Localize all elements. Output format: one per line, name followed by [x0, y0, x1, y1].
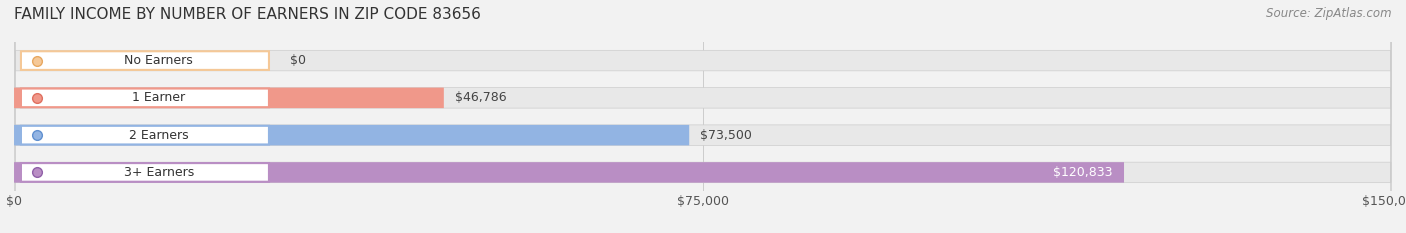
- Text: FAMILY INCOME BY NUMBER OF EARNERS IN ZIP CODE 83656: FAMILY INCOME BY NUMBER OF EARNERS IN ZI…: [14, 7, 481, 22]
- FancyBboxPatch shape: [21, 126, 269, 144]
- FancyBboxPatch shape: [14, 0, 1392, 233]
- Text: No Earners: No Earners: [124, 54, 193, 67]
- Text: $0: $0: [290, 54, 305, 67]
- Text: $120,833: $120,833: [1053, 166, 1114, 179]
- FancyBboxPatch shape: [14, 0, 1392, 233]
- FancyBboxPatch shape: [14, 162, 1123, 183]
- FancyBboxPatch shape: [14, 125, 689, 145]
- FancyBboxPatch shape: [21, 51, 269, 70]
- Text: 3+ Earners: 3+ Earners: [124, 166, 194, 179]
- Text: $46,786: $46,786: [456, 91, 506, 104]
- FancyBboxPatch shape: [14, 0, 1392, 233]
- FancyBboxPatch shape: [14, 0, 1392, 233]
- Text: $73,500: $73,500: [700, 129, 752, 142]
- Text: 2 Earners: 2 Earners: [129, 129, 188, 142]
- FancyBboxPatch shape: [21, 89, 269, 107]
- Text: Source: ZipAtlas.com: Source: ZipAtlas.com: [1267, 7, 1392, 20]
- FancyBboxPatch shape: [14, 88, 444, 108]
- FancyBboxPatch shape: [21, 163, 269, 182]
- Text: 1 Earner: 1 Earner: [132, 91, 186, 104]
